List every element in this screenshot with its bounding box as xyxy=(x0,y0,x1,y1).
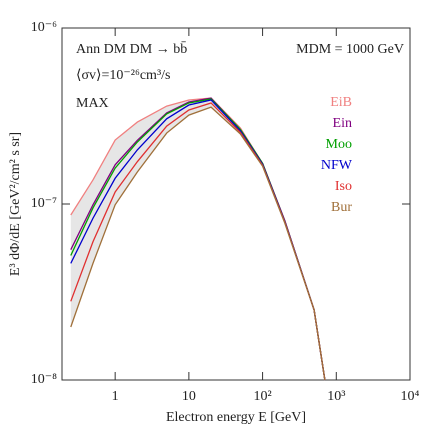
y-tick-label: 10⁻⁶ xyxy=(31,20,57,35)
band xyxy=(70,98,325,380)
series-line xyxy=(70,99,326,381)
y-axis-label: E³ dΦ/dE [GeV²/cm² s sr] xyxy=(8,132,23,276)
annotation: ⟨σv⟩=10⁻²⁶cm³/s xyxy=(76,68,170,83)
annotation: MDM = 1000 GeV xyxy=(296,42,404,57)
series-line xyxy=(70,102,326,381)
legend-label: Moo xyxy=(326,137,352,152)
legend-label: Bur xyxy=(331,200,352,215)
y-tick-label: 10⁻⁷ xyxy=(31,196,57,211)
series-line xyxy=(70,98,326,381)
x-tick-label: 1 xyxy=(112,389,119,404)
series-line xyxy=(70,97,326,381)
legend-label: Iso xyxy=(335,179,352,194)
series-line xyxy=(70,97,326,381)
x-tick-label: 10⁴ xyxy=(401,389,420,404)
y-tick-label: 10⁻⁸ xyxy=(31,372,57,387)
legend-label: NFW xyxy=(321,158,353,173)
legend-label: Ein xyxy=(333,116,352,131)
x-tick-label: 10 xyxy=(182,389,196,404)
series-line xyxy=(70,106,326,381)
x-tick-label: 10² xyxy=(253,389,271,404)
annotation: MAX xyxy=(76,96,109,111)
legend-label: EiB xyxy=(330,95,352,110)
chart-title: Ann DM DM → bb̄ xyxy=(76,41,187,57)
x-tick-label: 10³ xyxy=(327,389,345,404)
x-axis-label: Electron energy E [GeV] xyxy=(166,410,306,425)
